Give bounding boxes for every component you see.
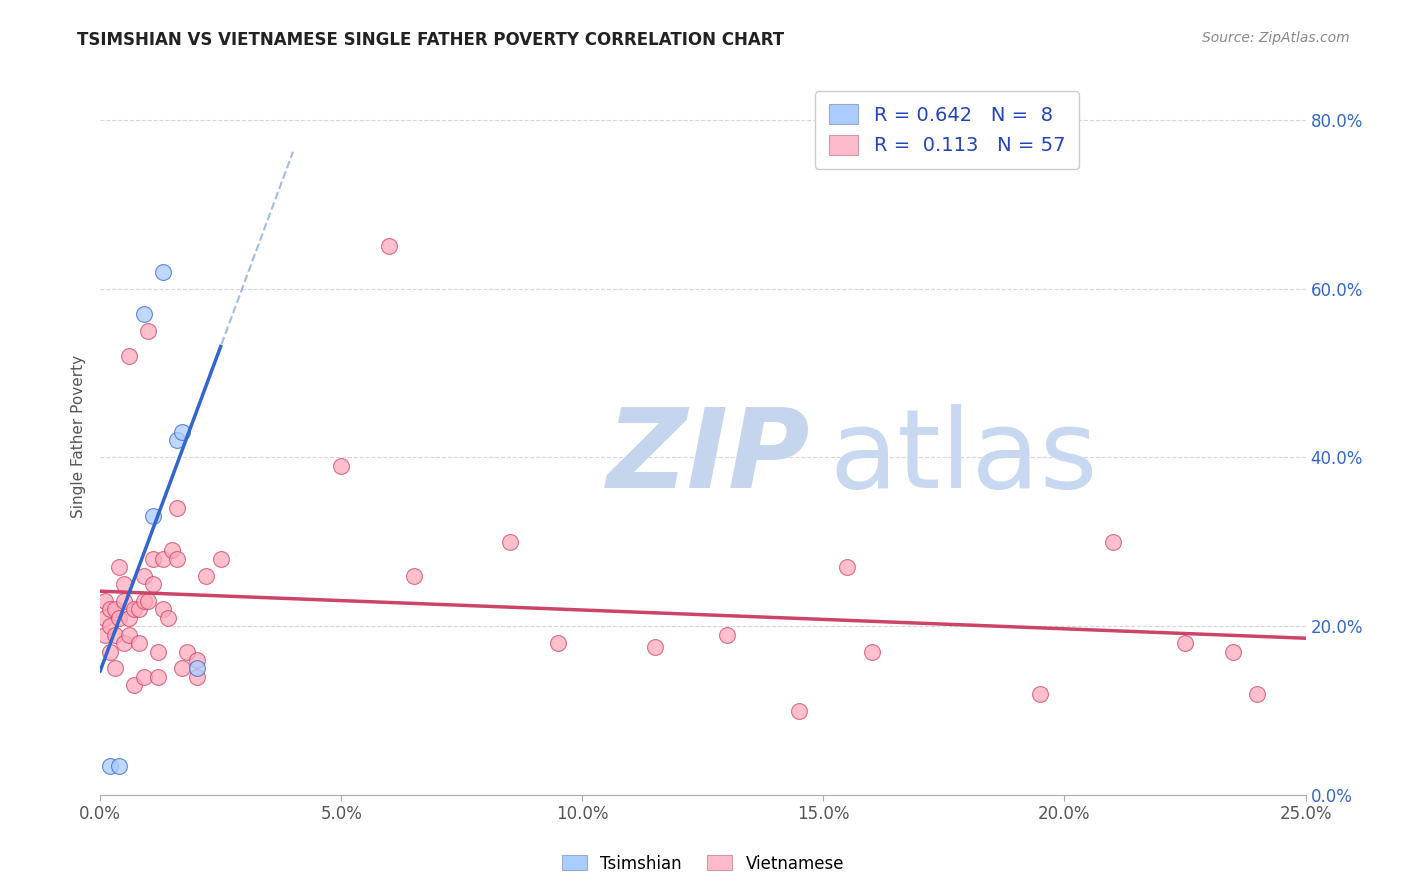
Point xyxy=(128,636,150,650)
Point xyxy=(118,611,141,625)
Point xyxy=(98,602,121,616)
Point xyxy=(128,602,150,616)
Point xyxy=(172,661,194,675)
Point xyxy=(122,678,145,692)
Point xyxy=(186,653,208,667)
Point xyxy=(108,560,131,574)
Point xyxy=(186,661,208,675)
Text: TSIMSHIAN VS VIETNAMESE SINGLE FATHER POVERTY CORRELATION CHART: TSIMSHIAN VS VIETNAMESE SINGLE FATHER PO… xyxy=(77,31,785,49)
Point xyxy=(860,644,883,658)
Point xyxy=(94,627,117,641)
Point xyxy=(98,644,121,658)
Point xyxy=(1174,636,1197,650)
Point xyxy=(152,602,174,616)
Point xyxy=(132,670,155,684)
Point xyxy=(138,324,160,338)
Point xyxy=(499,534,522,549)
Point xyxy=(1246,687,1268,701)
Point xyxy=(94,594,117,608)
Point xyxy=(142,551,165,566)
Point xyxy=(1029,687,1052,701)
Point xyxy=(186,670,208,684)
Point xyxy=(104,627,127,641)
Text: Source: ZipAtlas.com: Source: ZipAtlas.com xyxy=(1202,31,1350,45)
Legend: R = 0.642   N =  8, R =  0.113   N = 57: R = 0.642 N = 8, R = 0.113 N = 57 xyxy=(815,91,1078,169)
Point xyxy=(112,577,135,591)
Point xyxy=(166,551,188,566)
Point xyxy=(142,509,165,524)
Point xyxy=(166,501,188,516)
Point xyxy=(166,434,188,448)
Point xyxy=(195,568,218,582)
Point xyxy=(1222,644,1244,658)
Point xyxy=(104,602,127,616)
Legend: Tsimshian, Vietnamese: Tsimshian, Vietnamese xyxy=(555,848,851,880)
Point xyxy=(644,640,666,655)
Point xyxy=(402,568,425,582)
Point xyxy=(156,611,179,625)
Point xyxy=(547,636,569,650)
Point xyxy=(108,758,131,772)
Point xyxy=(787,704,810,718)
Point xyxy=(142,577,165,591)
Point xyxy=(152,265,174,279)
Point xyxy=(176,644,198,658)
Point xyxy=(122,602,145,616)
Point xyxy=(94,611,117,625)
Point xyxy=(146,670,169,684)
Point xyxy=(172,425,194,439)
Point xyxy=(108,611,131,625)
Point xyxy=(837,560,859,574)
Y-axis label: Single Father Poverty: Single Father Poverty xyxy=(72,355,86,518)
Text: atlas: atlas xyxy=(830,404,1098,511)
Text: ZIP: ZIP xyxy=(606,404,810,511)
Point xyxy=(378,239,401,253)
Point xyxy=(98,758,121,772)
Point xyxy=(112,594,135,608)
Point xyxy=(138,594,160,608)
Point xyxy=(1101,534,1123,549)
Point xyxy=(146,644,169,658)
Point xyxy=(209,551,232,566)
Point xyxy=(330,458,353,473)
Point xyxy=(118,349,141,363)
Point xyxy=(104,661,127,675)
Point xyxy=(112,636,135,650)
Point xyxy=(98,619,121,633)
Point xyxy=(118,627,141,641)
Point xyxy=(132,568,155,582)
Point xyxy=(152,551,174,566)
Point xyxy=(132,594,155,608)
Point xyxy=(716,627,738,641)
Point xyxy=(132,307,155,321)
Point xyxy=(162,543,184,558)
